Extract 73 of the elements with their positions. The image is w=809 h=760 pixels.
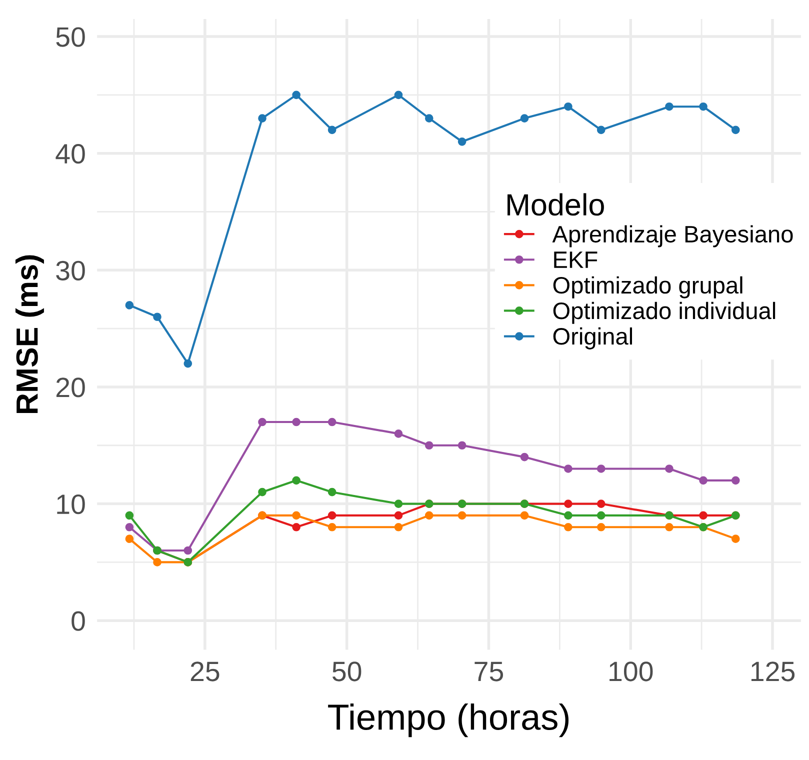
y-tick-label: 50 bbox=[56, 27, 85, 47]
point bbox=[125, 511, 134, 520]
point bbox=[292, 476, 300, 485]
point bbox=[596, 126, 606, 134]
point bbox=[328, 488, 336, 496]
point bbox=[424, 441, 434, 450]
point bbox=[292, 511, 300, 520]
point bbox=[520, 114, 529, 122]
point bbox=[458, 137, 466, 146]
point bbox=[394, 500, 403, 508]
point bbox=[699, 511, 708, 520]
point bbox=[394, 90, 403, 100]
point bbox=[424, 114, 434, 122]
point bbox=[699, 102, 708, 111]
point bbox=[520, 452, 529, 462]
legend-label: Optimizado grupal bbox=[553, 276, 742, 298]
legend-label: Aprendizaje Bayesiano bbox=[552, 225, 793, 248]
point bbox=[665, 522, 674, 532]
point bbox=[424, 511, 434, 520]
point bbox=[328, 126, 336, 134]
point bbox=[596, 511, 606, 520]
point bbox=[328, 418, 336, 426]
point bbox=[731, 534, 740, 543]
point bbox=[258, 488, 266, 496]
point bbox=[596, 522, 606, 532]
y-axis-title: RMSE (ms) bbox=[15, 255, 44, 413]
x-tick-label: 75 bbox=[474, 662, 504, 682]
point bbox=[564, 464, 572, 473]
point bbox=[394, 430, 403, 438]
point bbox=[292, 90, 300, 100]
point bbox=[184, 359, 192, 368]
point bbox=[328, 522, 336, 532]
point bbox=[328, 511, 336, 520]
point bbox=[564, 102, 572, 111]
point bbox=[258, 418, 266, 426]
legend-label: Optimizado individual bbox=[553, 302, 776, 324]
y-tick-label: 10 bbox=[57, 494, 85, 514]
point bbox=[394, 511, 403, 520]
point bbox=[564, 500, 572, 508]
point bbox=[125, 301, 134, 310]
legend-label: Original bbox=[553, 327, 632, 350]
point bbox=[596, 464, 606, 473]
x-tick-label: 100 bbox=[610, 662, 653, 682]
point bbox=[125, 522, 134, 532]
point bbox=[458, 441, 466, 450]
legend-title: Modelo bbox=[508, 193, 604, 216]
legend-label: EKF bbox=[554, 252, 598, 268]
x-tick-label: 25 bbox=[190, 662, 220, 682]
point bbox=[258, 114, 266, 122]
point bbox=[665, 464, 674, 473]
point bbox=[665, 102, 674, 111]
point bbox=[292, 418, 300, 426]
point bbox=[564, 522, 572, 532]
point bbox=[699, 476, 708, 485]
x-tick-label: 125 bbox=[751, 662, 795, 682]
point bbox=[292, 522, 300, 532]
point bbox=[125, 534, 134, 543]
point bbox=[153, 312, 162, 322]
point bbox=[731, 476, 740, 485]
y-tick-label: 20 bbox=[56, 378, 85, 398]
y-tick-label: 40 bbox=[56, 144, 85, 164]
x-axis-title: Tiempo (horas) bbox=[328, 703, 568, 738]
point bbox=[520, 511, 529, 520]
y-tick-label: 30 bbox=[56, 260, 85, 280]
point bbox=[153, 558, 162, 566]
x-tick-label: 50 bbox=[332, 662, 362, 682]
point bbox=[394, 522, 403, 532]
point bbox=[184, 546, 192, 555]
point bbox=[596, 500, 606, 508]
point bbox=[564, 511, 572, 520]
point bbox=[731, 126, 740, 134]
y-tick-label: 0 bbox=[72, 611, 85, 631]
point bbox=[458, 511, 466, 520]
